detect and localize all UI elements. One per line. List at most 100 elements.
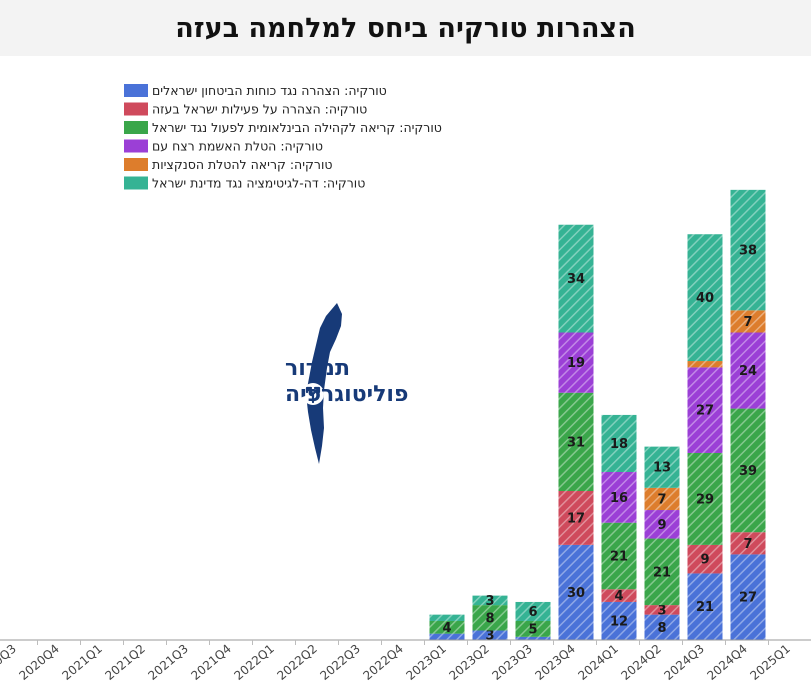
bar-hatch-2023Q4-s2: [558, 392, 594, 492]
legend-label-0: טורקיה: הצהרה נגד כוחות הביטחון ישראלים: [152, 83, 387, 98]
bar-hatch-2024Q4-s1: [730, 532, 766, 555]
bar-hatch-2024Q1-s5: [601, 414, 637, 472]
data-label-2024Q2-s4: 7: [657, 492, 666, 507]
x-tick-label-2021Q4: 2021Q4: [188, 642, 233, 683]
x-tick-label-2020Q3: 20Q3: [0, 642, 19, 674]
x-tick-label-2021Q3: 2021Q3: [145, 642, 190, 683]
legend-swatch-4: [124, 158, 148, 171]
israel-map-icon: [306, 303, 342, 464]
data-label-2024Q3-s0: 21: [696, 600, 714, 615]
x-tick-label-2020Q4: 2020Q4: [16, 642, 61, 683]
bar-hatch-2023Q4-s5: [558, 224, 594, 333]
x-tick-label-2023Q1: 2023Q1: [403, 642, 448, 683]
bar-hatch-2023Q3-s2: [515, 620, 551, 637]
data-label-2023Q4-s3: 19: [567, 356, 585, 371]
data-label-2023Q2-s0: 3: [485, 629, 494, 644]
legend-label-2: טורקיה: קריאה לקהילה הבינלאומית לפעול נג…: [152, 120, 442, 135]
data-label-2024Q1-s5: 18: [610, 437, 628, 452]
legend-swatch-1: [124, 102, 148, 116]
bar-hatch-2024Q1-s2: [601, 522, 637, 590]
x-tick-label-2023Q4: 2023Q4: [532, 642, 577, 683]
bar-hatch-2024Q2-s0: [644, 614, 680, 640]
x-tick-label-2024Q2: 2024Q2: [618, 642, 663, 683]
data-label-2024Q1-s1: 4: [614, 589, 623, 604]
legend-swatch-5: [124, 176, 148, 190]
x-tick-label-2022Q1: 2022Q1: [231, 642, 276, 683]
legend-swatch-3: [124, 139, 148, 153]
data-label-2024Q3-s2: 29: [696, 492, 714, 507]
data-label-2024Q4-s4: 7: [743, 315, 752, 330]
data-label-2023Q4-s0: 30: [567, 586, 585, 601]
bar-hatch-2024Q2-s1: [644, 605, 680, 615]
data-label-2024Q2-s5: 13: [653, 461, 671, 476]
data-label-2023Q4-s1: 17: [567, 511, 585, 526]
bar-hatch-2024Q1-s0: [601, 601, 637, 640]
bar-hatch-2024Q3-s4: [687, 361, 723, 368]
data-label-2024Q3-s3: 27: [696, 404, 714, 419]
legend: טורקיה: הצהרה נגד כוחות הביטחון ישראלים ט…: [124, 83, 442, 191]
data-label-2023Q3-s5: 6: [528, 605, 537, 620]
bar-hatch-2023Q4-s3: [558, 332, 594, 393]
road-sign-arrows-icon: [305, 386, 321, 404]
bar-hatch-2024Q3-s0: [687, 573, 723, 640]
x-tick-label-2024Q4: 2024Q4: [704, 642, 749, 683]
legend-label-1: טורקיה: הצהרה על פעילות ישראל בעזה: [152, 102, 367, 117]
legend-label-4: טורקיה: קריאה להטלת הסנקציות: [152, 157, 332, 172]
bar-hatch-2023Q4-s0: [558, 544, 594, 640]
data-label-2024Q4-s3: 24: [739, 364, 757, 379]
logo: תמרור פוליטוגרפיה: [285, 303, 408, 464]
data-label-2024Q4-s2: 39: [739, 464, 757, 479]
data-label-2024Q4-s1: 7: [743, 537, 752, 552]
page-title: הצהרות טורקיה ביחס למלחמה בעזה: [175, 12, 636, 44]
bar-hatch-2024Q3-s5: [687, 234, 723, 362]
data-label-2024Q2-s0: 8: [657, 621, 666, 636]
data-label-2023Q2-s5: 3: [485, 594, 494, 609]
data-label-2023Q3-s2: 5: [528, 622, 537, 637]
data-label-2024Q1-s3: 16: [610, 491, 628, 506]
bar-hatch-2024Q4-s2: [730, 408, 766, 533]
bar-hatch-2023Q2-s5: [472, 595, 508, 606]
bar-hatch-2023Q1-s5: [429, 614, 465, 621]
data-label-2024Q4-s0: 27: [739, 591, 757, 606]
bar-hatch-2024Q4-s3: [730, 332, 766, 409]
legend-label-5: טורקיה: דה-לגיטימציה נגד מדינת ישראל: [152, 176, 365, 191]
bar-hatch-2024Q2-s4: [644, 487, 680, 511]
bar-hatch-2023Q2-s2: [472, 605, 508, 631]
data-label-2024Q2-s3: 9: [657, 518, 666, 533]
data-label-2023Q4-s2: 31: [567, 435, 585, 450]
bars-layer: 4383563017311934124211618832197132192927…: [429, 189, 766, 644]
bar-hatch-2024Q1-s3: [601, 471, 637, 523]
bar-hatch-2023Q3-s0: [515, 636, 551, 640]
x-tick-label-2022Q3: 2022Q3: [317, 642, 362, 683]
x-tick-label-2021Q1: 2021Q1: [59, 642, 104, 683]
data-label-2024Q2-s1: 3: [657, 603, 666, 618]
x-tick-label-2024Q1: 2024Q1: [575, 642, 620, 683]
bar-hatch-2024Q1-s1: [601, 589, 637, 602]
bar-hatch-2024Q3-s2: [687, 452, 723, 545]
data-label-2024Q1-s0: 12: [610, 614, 628, 629]
x-tick-label-2025Q1: 2025Q1: [747, 642, 792, 683]
bar-hatch-2024Q2-s2: [644, 538, 680, 606]
data-label-2023Q2-s2: 8: [485, 611, 494, 626]
legend-label-3: טורקיה: הטלת האשמת רצח עם: [152, 139, 323, 154]
x-tick-label-2023Q2: 2023Q2: [446, 642, 491, 683]
bar-hatch-2024Q4-s4: [730, 310, 766, 333]
x-tick-label-2024Q3: 2024Q3: [661, 642, 706, 683]
data-label-2024Q3-s5: 40: [696, 291, 714, 306]
data-label-2024Q4-s5: 38: [739, 244, 757, 259]
bar-hatch-2024Q3-s3: [687, 367, 723, 453]
bar-hatch-2024Q2-s5: [644, 446, 680, 488]
data-label-2024Q3-s1: 9: [700, 553, 709, 568]
bar-hatch-2024Q2-s3: [644, 510, 680, 539]
x-tick-label-2022Q2: 2022Q2: [274, 642, 319, 683]
x-tick-label-2021Q2: 2021Q2: [102, 642, 147, 683]
bar-hatch-2024Q4-s5: [730, 189, 766, 311]
bar-hatch-2023Q3-s5: [515, 601, 551, 621]
logo-line2: פוליטוגרפיה: [285, 382, 408, 407]
data-label-2023Q1-s2: 4: [442, 621, 451, 636]
bar-hatch-2023Q4-s1: [558, 491, 594, 545]
x-axis: 20Q32020Q42021Q12021Q22021Q32021Q42022Q1…: [0, 639, 811, 683]
data-label-2023Q4-s5: 34: [567, 272, 585, 287]
legend-swatch-0: [124, 84, 148, 97]
x-tick-label-2023Q3: 2023Q3: [489, 642, 534, 683]
